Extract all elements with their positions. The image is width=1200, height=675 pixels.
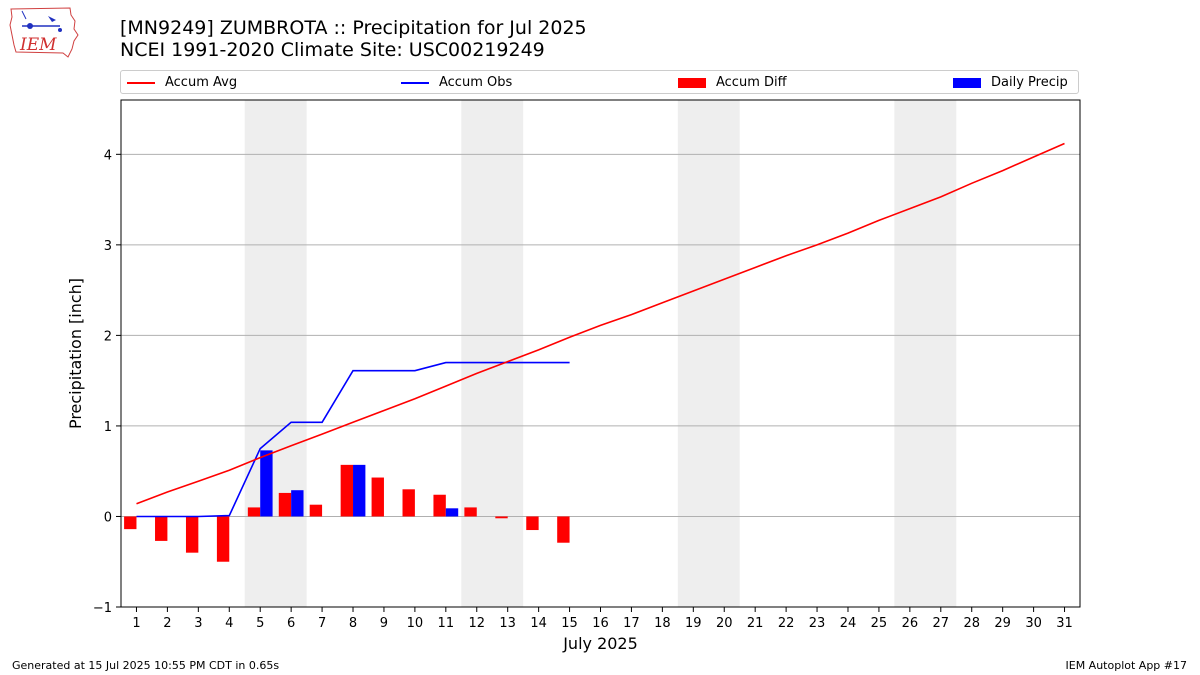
chart-title: [MN9249] ZUMBROTA :: Precipitation for J… [120,17,587,39]
x-tick-label: 5 [256,616,264,631]
legend-swatch-accum-obs [401,81,429,84]
footer-app-id: IEM Autoplot App #17 [1065,659,1188,672]
legend-item-accum-avg: Accum Avg [127,75,237,91]
y-tick-label: −1 [93,601,112,616]
x-tick-label: 22 [778,616,795,631]
daily-precip-bar [260,450,273,517]
y-tick-label: 2 [104,329,112,344]
x-tick-label: 2 [163,616,171,631]
logo-text: IEM [19,35,57,55]
accum-diff-bar [433,494,446,517]
accum-diff-bar [185,516,199,553]
x-tick-label: 21 [747,616,764,631]
weekend-shade [677,100,740,607]
accum-diff-bar [402,489,415,517]
legend-swatch-accum-avg [127,81,155,84]
chart-subtitle: NCEI 1991-2020 Climate Site: USC00219249 [120,39,545,61]
x-tick-label: 28 [963,616,980,631]
accum-diff-bar [464,507,477,517]
legend-label-accum-avg: Accum Avg [165,75,238,90]
x-tick-label: 10 [407,616,424,631]
legend-item-accum-obs: Accum Obs [401,75,512,91]
x-tick-label: 20 [716,616,733,631]
weekend-shade [894,100,957,607]
x-tick-label: 11 [438,616,455,631]
accum-obs-line [136,361,570,518]
daily-precip-bar [445,508,459,517]
x-tick-label: 1 [132,616,140,631]
x-tick-label: 8 [349,616,357,631]
legend-item-daily-precip: Daily Precip [953,75,1068,91]
legend-swatch-daily-precip [953,77,981,88]
x-tick-label: 24 [840,616,857,631]
footer-generated: Generated at 15 Jul 2025 10:55 PM CDT in… [12,659,280,672]
x-tick-label: 9 [380,616,388,631]
accum-diff-bar [216,516,230,562]
accum-avg-line [136,142,1065,505]
x-tick-label: 18 [654,616,671,631]
x-tick-label: 15 [561,616,578,631]
legend: Accum Avg Accum Obs Accum Diff Daily Pre… [120,70,1079,94]
x-tick-label: 7 [318,616,326,631]
x-tick-label: 19 [685,616,702,631]
x-tick-label: 17 [623,616,640,631]
x-tick-label: 27 [933,616,950,631]
x-tick-label: 12 [468,616,485,631]
iem-logo: IEM [8,5,80,59]
x-tick-label: 4 [225,616,233,631]
y-tick-label: 0 [104,510,112,525]
accum-diff-bar [495,516,508,519]
x-tick-label: 29 [994,616,1011,631]
y-axis-label: Precipitation [inch] [66,278,85,429]
accum-diff-bar [247,507,261,517]
x-tick-label: 30 [1025,616,1042,631]
x-tick-label: 6 [287,616,295,631]
y-tick-label: 4 [104,148,112,163]
daily-precip-bar [353,464,366,517]
x-tick-label: 16 [592,616,609,631]
accum-diff-bar [124,516,137,530]
legend-label-accum-diff: Accum Diff [716,75,787,90]
accum-diff-bar [309,504,323,517]
accum-diff-bar [371,477,384,517]
legend-label-accum-obs: Accum Obs [439,75,513,90]
accum-diff-bar [155,516,168,541]
x-tick-label: 3 [194,616,202,631]
x-tick-label: 31 [1056,616,1073,631]
x-tick-label: 26 [902,616,919,631]
accum-diff-bar [526,516,539,531]
accum-diff-bar [340,464,354,517]
legend-item-accum-diff: Accum Diff [678,75,787,91]
weekend-shade [461,100,524,607]
x-tick-label: 14 [530,616,547,631]
daily-precip-bar [291,490,304,517]
accum-diff-bar [278,492,292,517]
x-tick-label: 23 [809,616,826,631]
x-tick-label: 25 [871,616,888,631]
legend-swatch-accum-diff [678,77,706,88]
legend-label-daily-precip: Daily Precip [991,75,1068,90]
x-tick-label: 13 [499,616,516,631]
weekend-shade [244,100,307,607]
y-tick-label: 3 [104,239,112,254]
y-tick-label: 1 [104,420,112,435]
x-axis-label: July 2025 [562,634,638,653]
accum-diff-bar [557,516,570,543]
